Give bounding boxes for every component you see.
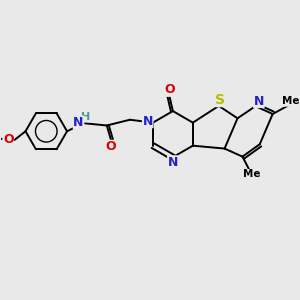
Text: Me: Me <box>282 96 300 106</box>
Text: Me: Me <box>243 169 261 179</box>
Text: O: O <box>3 134 13 146</box>
Text: N: N <box>74 116 84 129</box>
Text: N: N <box>142 115 153 128</box>
Text: O: O <box>106 140 116 153</box>
Text: S: S <box>215 93 225 106</box>
Text: O: O <box>164 83 175 96</box>
Text: H: H <box>81 112 90 122</box>
Text: N: N <box>168 156 178 169</box>
Text: N: N <box>254 94 264 107</box>
